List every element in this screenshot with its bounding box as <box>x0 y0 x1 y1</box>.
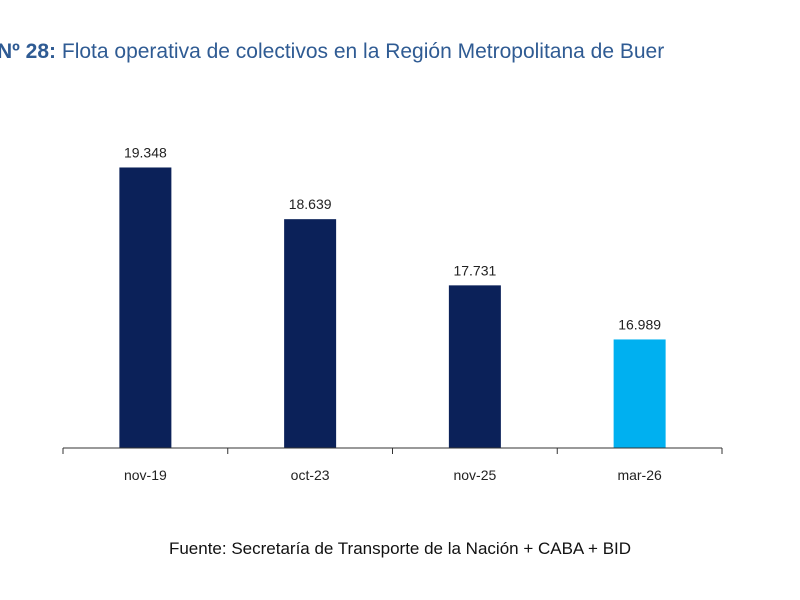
source-note: Fuente: Secretaría de Transporte de la N… <box>168 539 632 558</box>
chart-title-text: Flota operativa de colectivos en la Regi… <box>56 40 665 63</box>
bar <box>613 339 666 448</box>
chart-title: Nº 28: Flota operativa de colectivos en … <box>0 40 664 64</box>
x-tick-label: oct-23 <box>291 467 330 483</box>
x-tick-label: nov-19 <box>124 467 167 483</box>
x-tick-label: nov-25 <box>453 467 496 483</box>
data-label: 19.348 <box>124 144 167 160</box>
bar <box>448 285 501 448</box>
bar <box>284 219 337 448</box>
data-label: 17.731 <box>453 262 496 278</box>
data-label: 16.989 <box>618 316 661 332</box>
bar <box>119 167 172 448</box>
x-tick-label: mar-26 <box>617 467 662 483</box>
chart-number: Nº 28: <box>0 40 57 63</box>
data-label: 18.639 <box>289 196 332 212</box>
